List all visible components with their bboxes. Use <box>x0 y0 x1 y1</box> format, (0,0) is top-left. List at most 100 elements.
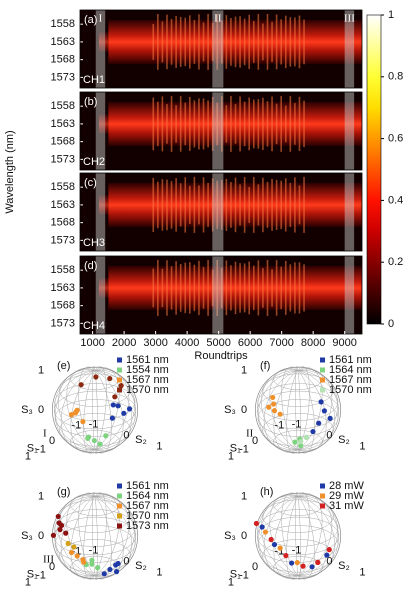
region-label: III <box>43 554 54 566</box>
spectral-streak <box>189 15 191 69</box>
panel-label: (h) <box>260 486 273 498</box>
region-band <box>344 10 355 88</box>
region-band <box>212 256 224 334</box>
axis-tick-label: 1 <box>241 364 247 376</box>
region-band <box>344 256 355 334</box>
legend-label: 1554 nm <box>126 364 169 376</box>
spectral-streak <box>198 260 200 316</box>
point <box>72 410 79 416</box>
spectral-streak <box>298 185 301 225</box>
axis-tick-label: -1 <box>71 420 81 432</box>
axis-tick-label: 0 <box>38 404 44 416</box>
spectral-streak <box>152 268 155 308</box>
axis-label: S₁ <box>27 568 38 580</box>
spectral-streak <box>271 269 273 307</box>
colorbar-tick-label: 0 <box>388 318 394 330</box>
x-tick-label: 8000 <box>301 337 325 349</box>
spectral-streak <box>166 260 168 316</box>
point <box>55 513 61 520</box>
spectral-streak <box>262 268 264 308</box>
point <box>68 549 75 556</box>
legend-label: 1561 nm <box>126 354 169 366</box>
point <box>262 529 269 535</box>
longitude <box>70 493 120 579</box>
panel-frame <box>79 9 363 89</box>
spectral-streak <box>170 18 173 65</box>
spectral-streak <box>193 176 196 233</box>
point <box>277 411 283 417</box>
x-tick-label: 2000 <box>112 337 136 349</box>
legend-marker <box>117 523 122 529</box>
spectral-streak <box>294 262 296 314</box>
point <box>93 374 99 380</box>
panel-label: (g) <box>57 486 70 498</box>
spectral-streak <box>211 96 214 151</box>
y-tick-label: 1573 <box>51 234 75 246</box>
axis-tick-label: 1 <box>359 440 365 452</box>
spectral-streak <box>193 264 196 312</box>
point <box>271 408 278 414</box>
point <box>80 419 86 425</box>
colorbar <box>366 14 382 325</box>
point <box>63 530 69 536</box>
spectral-streak <box>152 23 155 60</box>
point <box>65 540 71 547</box>
point <box>310 428 316 435</box>
longitude <box>269 493 327 579</box>
spectral-streak <box>175 15 177 68</box>
legend-marker <box>117 503 122 509</box>
point <box>326 547 332 553</box>
spectral-streak <box>266 259 269 316</box>
axis-tick-label: -1 <box>36 570 46 582</box>
spectral-streak <box>198 98 200 150</box>
point <box>112 394 118 400</box>
colorbar-tick-label: 0.8 <box>388 71 403 83</box>
longitude <box>286 492 310 580</box>
region-band <box>95 256 106 334</box>
spectral-streak <box>284 178 287 232</box>
spectral-streak <box>271 96 273 152</box>
spectral-streak <box>211 22 214 61</box>
legend-label: 31 mW <box>329 500 364 512</box>
panel-label: (b) <box>84 96 97 108</box>
spectral-streak <box>266 13 269 70</box>
spectral-streak <box>298 96 301 152</box>
axis-tick-label: -1 <box>89 418 99 430</box>
spectral-streak <box>157 181 159 229</box>
axis-tick-label: 0 <box>252 435 258 447</box>
axis-tick-label: 0 <box>326 429 332 441</box>
spectral-streak <box>179 263 182 312</box>
axis-tick-label: 0 <box>38 530 44 542</box>
spectral-streak <box>239 96 241 152</box>
point <box>321 408 327 414</box>
region-band <box>344 173 355 251</box>
spectral-streak <box>179 96 182 152</box>
spectral-streak <box>252 20 255 63</box>
spectral-streak <box>152 177 155 233</box>
axis-tick-label: 1 <box>25 451 31 463</box>
spectral-streak <box>252 176 255 233</box>
point <box>303 434 309 440</box>
point <box>85 435 91 441</box>
spectral-streak <box>225 178 228 231</box>
spectral-streak <box>211 178 214 232</box>
axis-tick-label: 1 <box>228 577 234 589</box>
spectral-streak <box>289 96 292 152</box>
spectral-streak <box>230 265 232 311</box>
legend-label: 1570 nm <box>126 384 169 396</box>
legend-label: 1570 nm <box>329 384 372 396</box>
x-tick-label: 3000 <box>143 337 167 349</box>
spectral-streak <box>202 98 205 150</box>
legend-marker <box>117 513 122 519</box>
y-tick-label: 1558 <box>51 100 75 112</box>
point <box>253 520 260 527</box>
point <box>89 557 95 563</box>
sphere-wireframe <box>256 492 340 580</box>
x-axis-label: Roundtrips <box>194 350 248 362</box>
heatmap-texture <box>98 259 362 316</box>
axis-label: S₃ <box>21 530 33 542</box>
legend-marker <box>117 367 122 373</box>
legend-marker <box>320 357 325 363</box>
spectral-streak <box>243 263 246 313</box>
point <box>294 560 300 566</box>
